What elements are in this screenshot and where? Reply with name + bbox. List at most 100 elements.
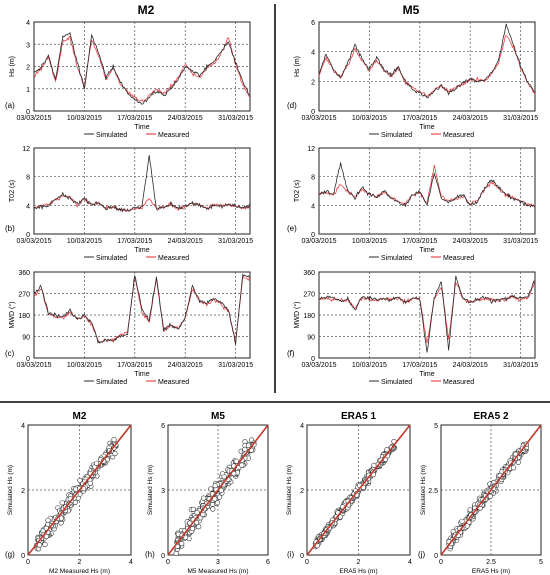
x-tick-label: 24/03/2015 [168, 362, 203, 369]
x-axis-label: M2 Measured Hs (m) [49, 568, 110, 575]
y-tick-label: 4 [26, 20, 30, 27]
x-tick-label: 10/03/2015 [67, 115, 102, 122]
x-tick-label: 2 [357, 559, 361, 566]
x-tick-label: 10/03/2015 [352, 238, 387, 245]
x-axis-label: Time [134, 124, 149, 131]
x-tick-label: 17/03/2015 [117, 115, 152, 122]
time-series-panel-f: 0 90 180 270 360 03/03/2015 10/03/2015 17/03/20… [287, 270, 538, 386]
column-title-m5: M5 [403, 3, 420, 17]
x-tick-label: 24/03/2015 [453, 115, 488, 122]
y-tick-label: 5 [434, 423, 438, 430]
series-line-simulated [318, 275, 536, 353]
y-tick-label: 0 [161, 553, 165, 560]
x-tick-label: 31/03/2015 [218, 362, 253, 369]
y-tick-label: 0 [300, 553, 304, 560]
data-point [201, 495, 207, 501]
data-point [42, 541, 48, 548]
legend-simulated-label: Simulated [381, 132, 412, 139]
y-axis-label: Simulated Hs (m) [286, 465, 293, 515]
y-tick-label: 0 [26, 109, 30, 116]
x-tick-label: 0 [305, 559, 309, 566]
legend-simulated-label: Simulated [381, 379, 412, 386]
x-tick-label: 17/03/2015 [402, 115, 437, 122]
series-line-simulated [33, 155, 251, 213]
x-tick-label: 17/03/2015 [117, 238, 152, 245]
x-tick-label: 31/03/2015 [218, 238, 253, 245]
data-point [212, 483, 218, 489]
y-tick-label: 12 [307, 146, 315, 153]
x-tick-label: 10/03/2015 [67, 362, 102, 369]
y-tick-label: 3 [161, 488, 165, 495]
x-tick-label: 31/03/2015 [503, 115, 538, 122]
x-axis-label: Time [419, 247, 434, 254]
x-axis-label: Time [419, 371, 434, 378]
y-axis-label: MWD (°) [293, 302, 301, 329]
panel-label: (f) [287, 349, 295, 358]
one-to-one-line [27, 424, 132, 556]
data-point [179, 540, 185, 547]
x-tick-label: 10/03/2015 [352, 115, 387, 122]
y-tick-label: 90 [22, 335, 30, 342]
y-tick-label: 180 [303, 313, 315, 320]
y-tick-label: 270 [18, 292, 30, 299]
x-tick-label: 03/03/2015 [301, 115, 336, 122]
x-tick-label: 4 [408, 559, 412, 566]
x-tick-label: 2.5 [486, 559, 496, 566]
y-axis-label: Simulated Hs (m) [420, 465, 427, 515]
x-tick-label: 17/03/2015 [402, 238, 437, 245]
legend-simulated-label: Simulated [381, 255, 412, 262]
y-tick-label: 6 [311, 20, 315, 27]
legend-simulated-label: Simulated [96, 132, 127, 139]
plot-frame [318, 147, 536, 235]
data-point [464, 523, 470, 529]
panel-label: (i) [287, 550, 294, 559]
y-tick-label: 2 [311, 79, 315, 86]
x-tick-label: 24/03/2015 [453, 362, 488, 369]
legend-measured-label: Measured [443, 379, 474, 386]
x-tick-label: 0 [26, 559, 30, 566]
series-line-simulated [33, 273, 251, 345]
y-tick-label: 4 [300, 423, 304, 430]
data-point [371, 462, 377, 469]
series-line-measured [318, 279, 536, 344]
y-axis-label: Simulated Hs (m) [7, 465, 14, 515]
scatter-panel-h: M5 0 3 6 0 3 6 M5 Measured Hs (m) Simulated Hs (… [145, 411, 270, 575]
scatter-title: M5 [211, 411, 225, 422]
x-tick-label: 31/03/2015 [503, 238, 538, 245]
legend-measured-label: Measured [443, 132, 474, 139]
one-to-one-line [440, 424, 542, 556]
legend-measured-label: Measured [158, 255, 189, 262]
panel-label: (h) [145, 550, 155, 559]
y-tick-label: 0 [311, 232, 315, 239]
y-tick-label: 0 [434, 553, 438, 560]
time-series-panel-c: 0 90 180 270 360 03/03/2015 10/03/2015 17/03/20… [5, 270, 253, 386]
scatter-panel-g: M2 0 2 4 0 2 4 M2 Measured Hs (m) Simulated Hs (… [5, 411, 133, 575]
y-axis-label: T02 (s) [9, 180, 16, 202]
y-tick-label: 6 [161, 423, 165, 430]
y-tick-label: 3 [26, 42, 30, 49]
time-series-panel-b: 0 4 8 12 03/03/2015 10/03/2015 17/03/2015 24/03… [5, 146, 253, 262]
x-tick-label: 31/03/2015 [218, 115, 253, 122]
data-point [93, 460, 100, 466]
y-tick-label: 270 [303, 292, 315, 299]
x-tick-label: 6 [266, 559, 270, 566]
data-point [208, 486, 214, 492]
data-point [510, 465, 517, 471]
data-point [189, 526, 196, 532]
panel-label: (g) [5, 550, 15, 559]
legend-measured-label: Measured [443, 255, 474, 262]
y-tick-label: 0 [311, 356, 315, 363]
y-tick-label: 4 [21, 423, 25, 430]
scatter-panel-j: ERA5 2 0 2.5 5 0 2.5 5 ERA5 Hs (m) Simulated Hs … [418, 411, 543, 575]
data-point [212, 496, 218, 502]
x-tick-label: 0 [166, 559, 170, 566]
y-tick-label: 4 [311, 50, 315, 57]
panel-label: (j) [418, 550, 425, 559]
data-point [194, 509, 200, 516]
plot-frame [318, 21, 536, 112]
x-tick-label: 17/03/2015 [402, 362, 437, 369]
y-tick-label: 2 [21, 488, 25, 495]
data-point [487, 493, 493, 499]
scatter-title: ERA5 1 [341, 411, 376, 422]
